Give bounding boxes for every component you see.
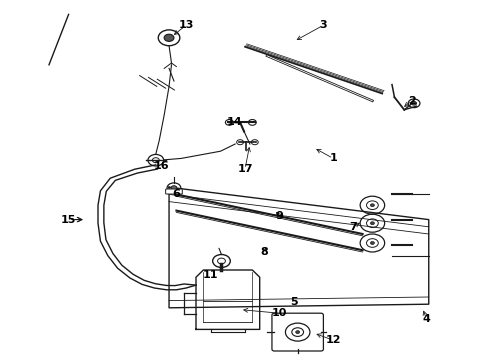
Text: 2: 2 — [408, 96, 416, 106]
Circle shape — [296, 330, 300, 333]
Text: 9: 9 — [275, 211, 283, 221]
Text: 16: 16 — [154, 161, 170, 171]
Circle shape — [164, 34, 174, 41]
Text: 1: 1 — [329, 153, 337, 163]
Text: 6: 6 — [172, 189, 180, 199]
Text: 11: 11 — [203, 270, 219, 280]
Circle shape — [370, 222, 374, 225]
Circle shape — [370, 242, 374, 244]
Text: 7: 7 — [349, 222, 357, 232]
Text: 8: 8 — [261, 247, 269, 257]
Text: 14: 14 — [226, 117, 242, 127]
Text: 3: 3 — [319, 20, 327, 30]
Text: 15: 15 — [61, 215, 76, 225]
Text: 10: 10 — [271, 308, 287, 318]
Text: 17: 17 — [237, 164, 253, 174]
Text: 5: 5 — [290, 297, 298, 307]
Text: 4: 4 — [422, 314, 430, 324]
Circle shape — [412, 102, 416, 105]
Text: 12: 12 — [325, 335, 341, 345]
Text: 13: 13 — [178, 20, 194, 30]
FancyBboxPatch shape — [272, 313, 323, 351]
Circle shape — [370, 204, 374, 207]
Circle shape — [171, 186, 177, 190]
FancyBboxPatch shape — [166, 189, 182, 194]
